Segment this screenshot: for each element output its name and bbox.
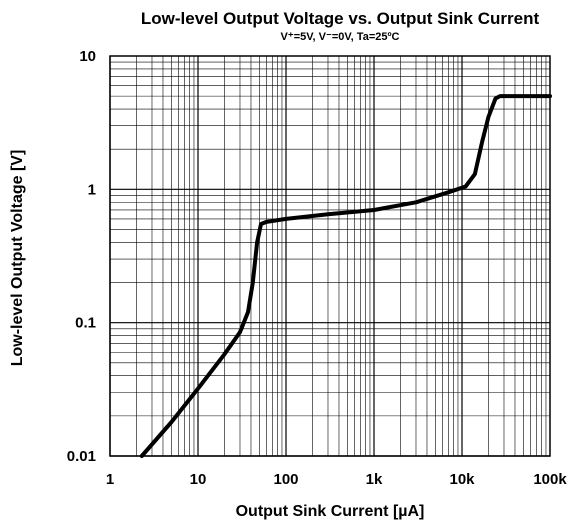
x-tick-label: 1 <box>106 471 114 488</box>
x-tick-label: 1k <box>366 471 383 488</box>
y-tick-label: 1 <box>88 181 96 198</box>
y-tick-label: 10 <box>79 48 96 65</box>
y-tick-label: 0.01 <box>67 448 96 465</box>
x-tick-label: 10k <box>449 471 475 488</box>
chart-title: Low-level Output Voltage vs. Output Sink… <box>141 9 540 28</box>
series-line <box>139 94 552 458</box>
chart-subtitle: V⁺=5V, V⁻=0V, Ta=25ºC <box>281 31 400 43</box>
y-axis-label: Low-level Output Voltage [V] <box>9 150 26 367</box>
tick-labels: 1 10 100 1k 10k 100k 0.01 0.1 1 10 <box>67 48 568 488</box>
plot-frame <box>109 55 551 457</box>
x-axis-label: Output Sink Current [µA] <box>236 503 425 520</box>
y-tick-label: 0.1 <box>75 315 96 332</box>
grid <box>109 56 550 457</box>
x-tick-label: 100 <box>273 471 298 488</box>
x-tick-label: 10 <box>190 471 207 488</box>
x-tick-label: 100k <box>533 471 567 488</box>
